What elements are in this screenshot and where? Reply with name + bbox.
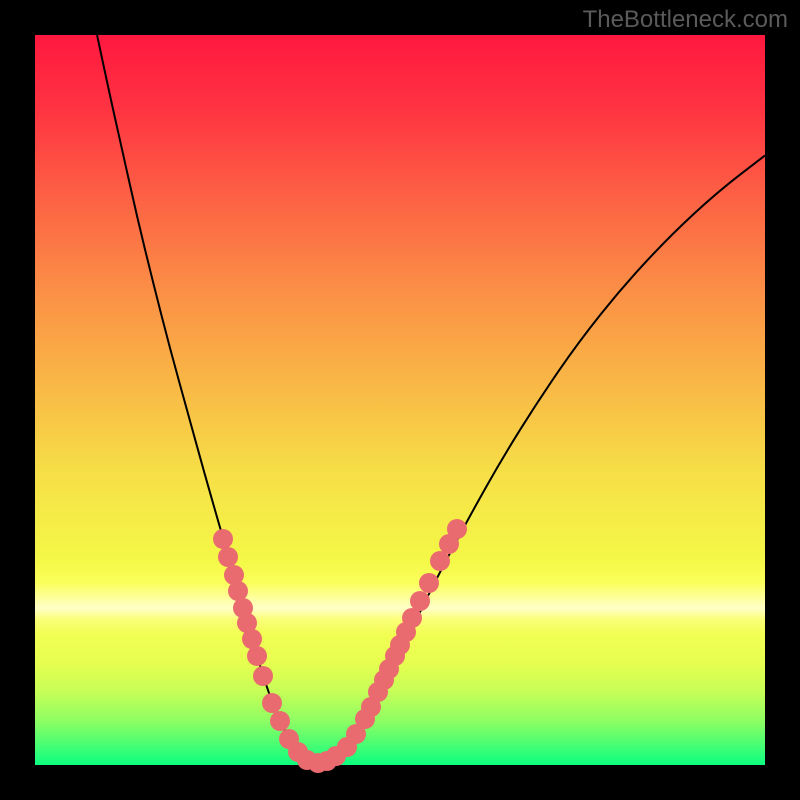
data-marker [247, 646, 267, 666]
data-marker [218, 547, 238, 567]
markers-layer [35, 35, 765, 765]
plot-area [35, 35, 765, 765]
data-marker [419, 573, 439, 593]
data-marker [447, 519, 467, 539]
watermark-text: TheBottleneck.com [583, 6, 788, 34]
data-marker [213, 529, 233, 549]
data-marker [262, 693, 282, 713]
data-marker [410, 591, 430, 611]
data-marker [253, 666, 273, 686]
data-marker [270, 711, 290, 731]
